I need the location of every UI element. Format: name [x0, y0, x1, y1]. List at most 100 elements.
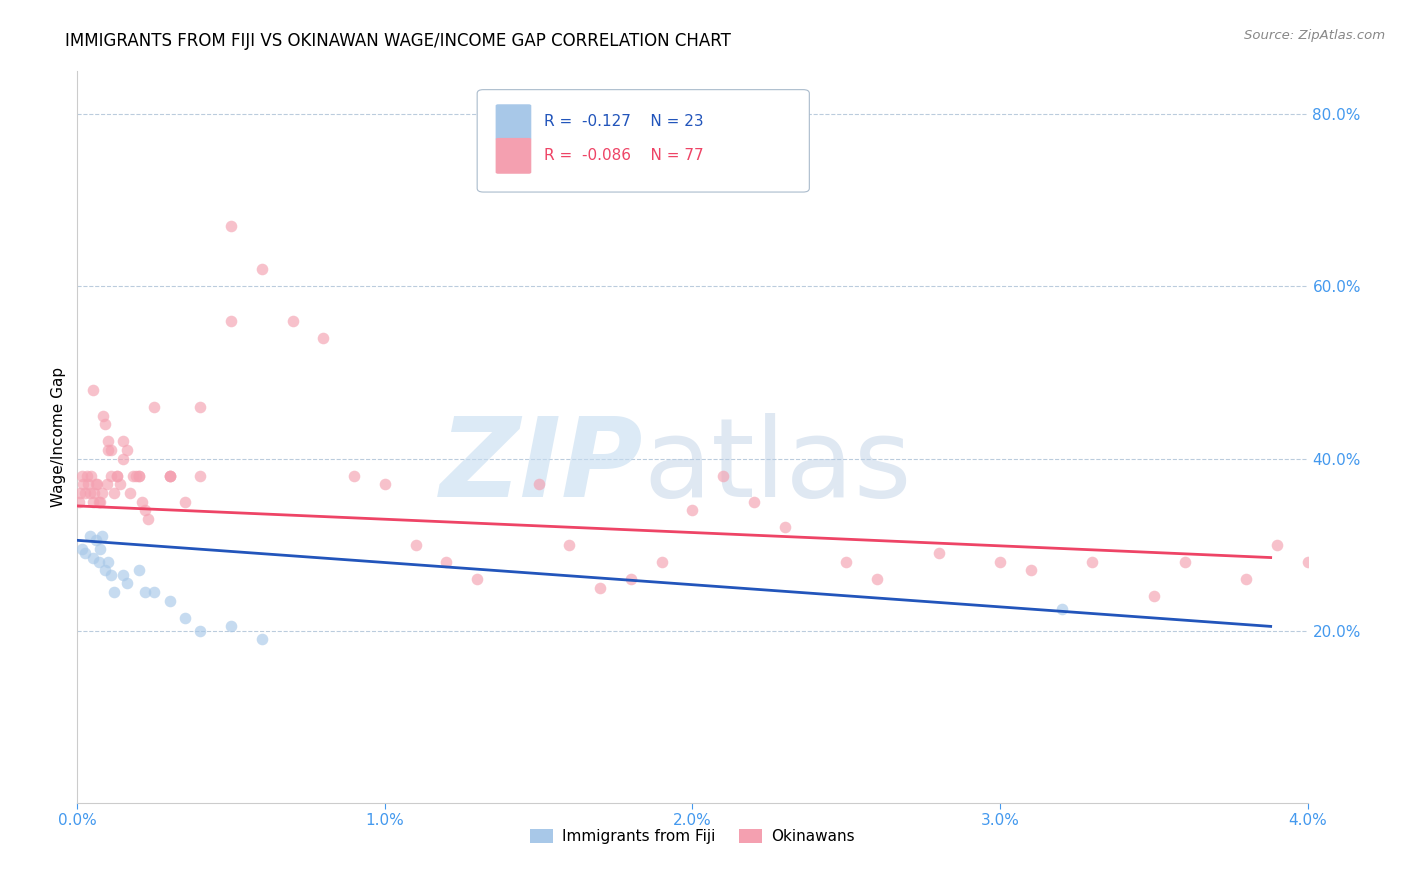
Point	[89, 541, 111, 556]
Point	[405, 538, 427, 552]
Point	[80, 468, 103, 483]
Point	[143, 585, 166, 599]
Point	[90, 486, 114, 500]
Point	[94, 417, 117, 432]
Point	[97, 434, 120, 449]
Point	[84, 477, 107, 491]
Point	[103, 585, 125, 599]
Point	[159, 593, 181, 607]
Point	[112, 451, 135, 466]
Point	[988, 555, 1011, 569]
Point	[82, 494, 104, 508]
Point	[159, 468, 181, 483]
Point	[115, 576, 138, 591]
Point	[118, 486, 141, 500]
Point	[250, 262, 273, 277]
Point	[219, 314, 242, 328]
Point	[136, 512, 159, 526]
Point	[97, 555, 120, 569]
Point	[1327, 735, 1350, 749]
Point	[110, 477, 132, 491]
Point	[866, 572, 889, 586]
FancyBboxPatch shape	[496, 138, 531, 174]
Point	[100, 567, 122, 582]
Text: Source: ZipAtlas.com: Source: ZipAtlas.com	[1244, 29, 1385, 42]
Point	[72, 477, 94, 491]
Point	[131, 494, 153, 508]
Text: atlas: atlas	[644, 413, 911, 520]
Point	[115, 442, 138, 457]
Point	[1174, 555, 1197, 569]
Point	[682, 503, 704, 517]
Point	[112, 434, 135, 449]
Point	[93, 409, 115, 423]
Point	[100, 442, 122, 457]
Point	[174, 494, 197, 508]
Text: ZIP: ZIP	[440, 413, 644, 520]
Point	[773, 520, 796, 534]
Point	[143, 400, 166, 414]
Point	[527, 477, 550, 491]
Point	[125, 468, 148, 483]
FancyBboxPatch shape	[496, 104, 531, 140]
Point	[70, 541, 93, 556]
Point	[134, 585, 156, 599]
Point	[73, 486, 96, 500]
Point	[89, 494, 111, 508]
Point	[97, 442, 120, 457]
Point	[87, 494, 110, 508]
Point	[620, 572, 643, 586]
Point	[188, 624, 212, 638]
Point	[128, 468, 150, 483]
Legend: Immigrants from Fiji, Okinawans: Immigrants from Fiji, Okinawans	[524, 822, 860, 850]
Point	[77, 477, 100, 491]
Point	[188, 400, 212, 414]
Point	[159, 468, 181, 483]
Point	[465, 572, 488, 586]
Point	[1019, 564, 1042, 578]
Point	[82, 550, 104, 565]
Y-axis label: Wage/Income Gap: Wage/Income Gap	[51, 367, 66, 508]
Point	[84, 533, 107, 548]
Point	[1081, 555, 1104, 569]
Point	[1265, 538, 1288, 552]
Point	[1050, 602, 1073, 616]
Point	[100, 468, 122, 483]
Point	[159, 468, 181, 483]
Point	[70, 468, 93, 483]
Point	[250, 632, 273, 647]
Point	[742, 494, 765, 508]
Text: IMMIGRANTS FROM FIJI VS OKINAWAN WAGE/INCOME GAP CORRELATION CHART: IMMIGRANTS FROM FIJI VS OKINAWAN WAGE/IN…	[65, 32, 731, 50]
Point	[128, 564, 150, 578]
Point	[1234, 572, 1257, 586]
Point	[67, 494, 90, 508]
Point	[103, 486, 125, 500]
Point	[436, 555, 458, 569]
Point	[82, 383, 104, 397]
Point	[928, 546, 950, 560]
Point	[651, 555, 673, 569]
Point	[219, 219, 242, 234]
Point	[188, 468, 212, 483]
Point	[90, 529, 114, 543]
Point	[105, 468, 128, 483]
Point	[219, 619, 242, 633]
Point	[312, 331, 335, 345]
Point	[343, 468, 366, 483]
Point	[69, 486, 91, 500]
Point	[83, 486, 105, 500]
FancyBboxPatch shape	[477, 90, 810, 192]
Point	[1143, 589, 1166, 603]
Point	[86, 477, 108, 491]
Point	[73, 546, 96, 560]
Point	[558, 538, 581, 552]
Point	[94, 564, 117, 578]
Point	[174, 611, 197, 625]
Text: R =  -0.086    N = 77: R = -0.086 N = 77	[544, 148, 703, 163]
Point	[711, 468, 734, 483]
Point	[79, 486, 101, 500]
Point	[79, 529, 101, 543]
Point	[1296, 555, 1319, 569]
Point	[835, 555, 858, 569]
Point	[128, 468, 150, 483]
